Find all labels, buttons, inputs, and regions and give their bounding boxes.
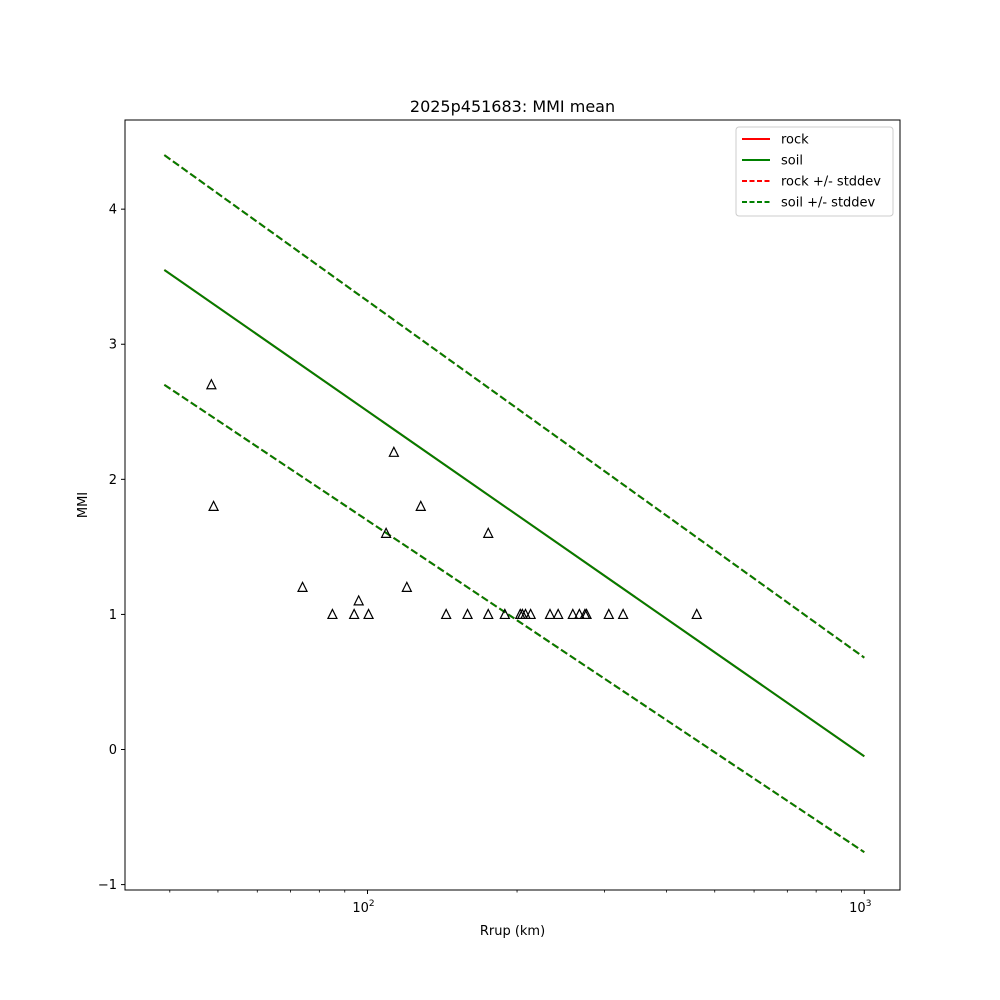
legend-label-3: soil +/- stddev xyxy=(781,196,876,211)
observation-marker-23 xyxy=(573,608,585,620)
legend-label-1: soil xyxy=(781,154,803,169)
y-tick-label-2: 1 xyxy=(109,608,117,623)
observation-marker-25 xyxy=(581,608,593,620)
observation-marker-21 xyxy=(552,608,564,620)
observation-marker-10 xyxy=(415,500,427,511)
observation-marker-1 xyxy=(208,500,220,511)
series-line-3-0 xyxy=(163,154,865,659)
y-axis-label: MMI xyxy=(76,492,91,518)
observation-marker-27 xyxy=(617,608,629,620)
observation-marker-26 xyxy=(603,608,615,620)
observation-marker-22 xyxy=(567,608,579,620)
plot-frame xyxy=(124,119,901,891)
x-axis-label: Rrup (km) xyxy=(480,924,545,939)
legend-label-2: rock +/- stddev xyxy=(781,175,881,190)
legend-label-0: rock xyxy=(781,133,809,148)
observation-marker-4 xyxy=(348,608,360,620)
observation-marker-8 xyxy=(388,445,400,457)
observation-marker-20 xyxy=(544,608,556,620)
observation-marker-14 xyxy=(482,608,494,620)
observation-marker-0 xyxy=(205,378,217,390)
observation-marker-13 xyxy=(482,527,494,538)
legend-frame xyxy=(735,126,894,217)
plot-area xyxy=(163,154,865,854)
y-tick-label-1: 0 xyxy=(109,743,117,758)
x-tick-label-1: 103 xyxy=(849,899,871,916)
observation-marker-3 xyxy=(326,608,338,620)
observation-marker-9 xyxy=(401,581,413,593)
observation-marker-11 xyxy=(440,608,452,620)
observation-marker-15 xyxy=(499,608,511,620)
observation-marker-28 xyxy=(691,608,703,620)
chart-title: 2025p451683: MMI mean xyxy=(410,97,615,116)
y-tick-label-0: −1 xyxy=(98,878,117,893)
x-tick-label-0: 102 xyxy=(352,899,374,916)
y-tick-label-4: 3 xyxy=(109,338,117,353)
observation-marker-7 xyxy=(380,527,392,538)
legend: rock soil rock +/- stddev soil +/- stddev xyxy=(735,126,894,217)
series-line-1-0 xyxy=(163,269,865,758)
observation-marker-19 xyxy=(525,608,537,620)
y-tick-label-5: 4 xyxy=(109,203,117,218)
observation-marker-5 xyxy=(353,594,365,606)
series-line-3-1 xyxy=(163,383,865,854)
y-tick-label-3: 2 xyxy=(109,473,117,488)
observation-marker-2 xyxy=(297,581,308,593)
observation-marker-12 xyxy=(462,608,474,620)
observation-marker-6 xyxy=(363,608,375,620)
